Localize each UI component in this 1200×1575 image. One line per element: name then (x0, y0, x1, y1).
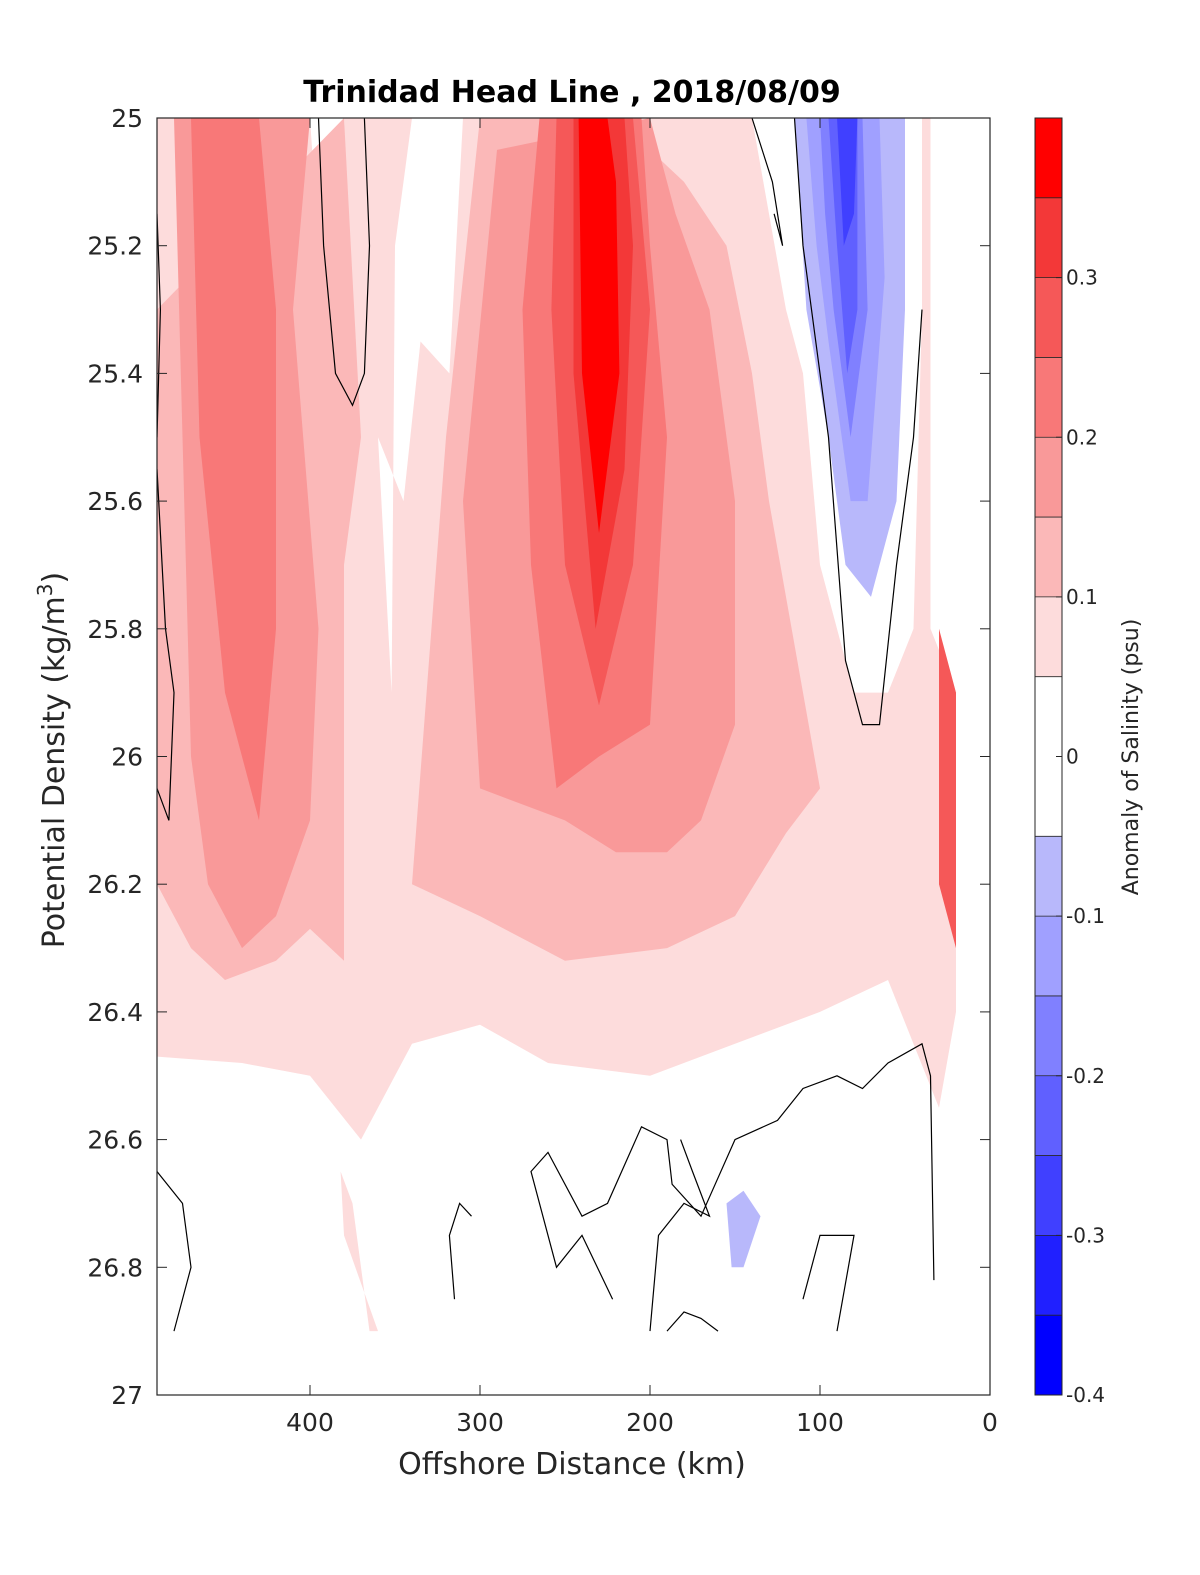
colorbar-swatch (1035, 118, 1062, 198)
colorbar-swatch (1035, 995, 1062, 1076)
colorbar-swatch (1035, 277, 1062, 358)
contour-region-pos-0.2-left (191, 118, 276, 821)
colorbar-swatch (1035, 1235, 1062, 1316)
colorbar-swatch (1035, 916, 1062, 996)
x-tick-label: 200 (626, 1408, 674, 1437)
contour-line-1 (157, 469, 175, 821)
colorbar-label: Anomaly of Salinity (psu) (1119, 619, 1144, 896)
colorbar-swatch (1035, 517, 1062, 597)
chart-title: Trinidad Head Line , 2018/08/09 (303, 75, 840, 110)
y-axis: 25 25.2 25.4 25.6 25.8 26 26.2 26.4 26.6 26.8 27 (87, 104, 990, 1410)
colorbar-tick-label: -0.4 (1066, 1383, 1105, 1407)
colorbar-swatch (1035, 437, 1062, 518)
contour-region-pos-0.35-mid (578, 118, 620, 533)
y-tick-label: 26.4 (87, 998, 143, 1027)
plot-area (157, 118, 990, 1395)
x-axis-label: Offshore Distance (km) (398, 1447, 746, 1482)
colorbar-swatch (1035, 1155, 1062, 1236)
colorbar-swatch (1035, 596, 1062, 677)
contour-line-7 (530, 1042, 935, 1300)
y-axis-label-close: ) (37, 572, 72, 584)
colorbar-swatch (1035, 836, 1062, 917)
y-axis-label: Potential Density (kg/m3) (33, 572, 72, 948)
x-tick-label: 400 (286, 1408, 334, 1437)
x-tick-label: 300 (456, 1408, 504, 1437)
colorbar-tick-label: 0.3 (1066, 266, 1098, 290)
filled-contours (157, 118, 956, 1332)
colorbar-tick-label: -0.1 (1066, 904, 1105, 928)
colorbar-tick-label: 0.1 (1066, 585, 1098, 609)
y-tick-label: 26 (111, 743, 143, 772)
contour-region-deep-pos (340, 1171, 378, 1332)
y-tick-label: 25.6 (87, 487, 143, 516)
contour-line-3 (751, 118, 784, 246)
x-axis: 400 300 200 100 0 (286, 118, 998, 1437)
contour-line-5 (157, 1171, 192, 1332)
y-tick-label: 26.6 (87, 1126, 143, 1155)
y-tick-label: 26.2 (87, 870, 143, 899)
colorbar-swatch (1035, 357, 1062, 438)
contour-line-4 (793, 118, 923, 726)
y-tick-label: 27 (111, 1381, 143, 1410)
colorbar-swatch (1035, 1315, 1062, 1395)
colorbar-tick-label: 0 (1066, 745, 1079, 769)
colorbar-swatch (1035, 1075, 1062, 1156)
colorbar-tick-label: -0.2 (1066, 1064, 1105, 1088)
contour-line-9 (666, 1311, 719, 1332)
contour-region-deep-neg (726, 1190, 761, 1268)
y-tick-label: 25.8 (87, 615, 143, 644)
colorbar-ticks: -0.4 -0.3 -0.2 -0.1 0 0.1 0.2 0.3 (1056, 266, 1105, 1407)
y-axis-label-main: Potential Density (kg/m (37, 596, 72, 948)
colorbar (1035, 118, 1062, 1396)
contour-region-cold-core-2 (378, 118, 463, 693)
contour-region-neg-0.25 (837, 118, 858, 246)
y-tick-label: 26.8 (87, 1253, 143, 1282)
y-tick-label: 25.2 (87, 232, 143, 261)
y-axis-label-superscript: 3 (33, 583, 57, 596)
contour-line-6 (448, 1202, 472, 1300)
colorbar-swatch (1035, 197, 1062, 278)
y-tick-label: 25.4 (87, 359, 143, 388)
contour-line-10 (649, 1139, 711, 1332)
x-tick-label: 0 (982, 1408, 998, 1437)
x-tick-label: 100 (796, 1408, 844, 1437)
y-tick-label: 25 (111, 104, 143, 133)
zero-contour-lines (157, 118, 935, 1332)
contour-line-8 (802, 1234, 855, 1332)
colorbar-tick-label: 0.2 (1066, 425, 1098, 449)
contour-region-coast-pos (939, 628, 956, 949)
contour-line-2 (317, 118, 371, 407)
colorbar-tick-label: -0.3 (1066, 1223, 1105, 1247)
